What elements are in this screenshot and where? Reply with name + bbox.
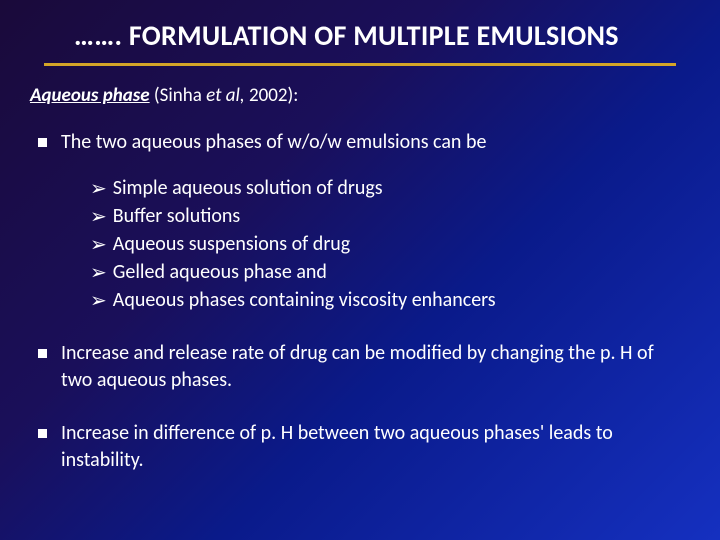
square-bullet-icon bbox=[38, 349, 47, 358]
sub-item: ➢ Simple aqueous solution of drugs bbox=[90, 174, 676, 202]
arrow-icon: ➢ bbox=[90, 287, 107, 315]
bullet-text: The two aqueous phases of w/o/w emulsion… bbox=[61, 129, 676, 156]
bullet-text: Increase in difference of p. H between t… bbox=[61, 420, 676, 474]
sub-text: Aqueous phases containing viscosity enha… bbox=[113, 286, 676, 314]
slide-title: ……. FORMULATION OF MULTIPLE EMULSIONS bbox=[44, 18, 676, 66]
arrow-icon: ➢ bbox=[90, 203, 107, 231]
subtitle-lead: Aqueous phase bbox=[30, 84, 150, 107]
square-bullet-icon bbox=[38, 138, 47, 147]
subtitle-cite-close: 2002): bbox=[245, 84, 299, 107]
bullet-block-0: The two aqueous phases of w/o/w emulsion… bbox=[44, 129, 676, 314]
sub-item: ➢ Gelled aqueous phase and bbox=[90, 258, 676, 286]
bullet-line: Increase and release rate of drug can be… bbox=[38, 340, 676, 394]
bullet-block-2: Increase in difference of p. H between t… bbox=[44, 420, 676, 474]
bullet-text: Increase and release rate of drug can be… bbox=[61, 340, 676, 394]
bullet-line: Increase in difference of p. H between t… bbox=[38, 420, 676, 474]
bullet-line: The two aqueous phases of w/o/w emulsion… bbox=[38, 129, 676, 156]
subtitle-cite-open: (Sinha bbox=[150, 84, 207, 107]
subtitle: Aqueous phase (Sinha et al, 2002): bbox=[30, 84, 676, 107]
sub-text: Buffer solutions bbox=[113, 202, 676, 230]
sub-text: Gelled aqueous phase and bbox=[113, 258, 676, 286]
sub-item: ➢ Buffer solutions bbox=[90, 202, 676, 230]
sub-text: Aqueous suspensions of drug bbox=[113, 230, 676, 258]
subtitle-cite-italic: et al, bbox=[206, 84, 245, 107]
arrow-icon: ➢ bbox=[90, 259, 107, 287]
arrow-icon: ➢ bbox=[90, 231, 107, 259]
sub-list: ➢ Simple aqueous solution of drugs ➢ Buf… bbox=[90, 174, 676, 314]
slide: ……. FORMULATION OF MULTIPLE EMULSIONS Aq… bbox=[0, 0, 720, 540]
sub-text: Simple aqueous solution of drugs bbox=[113, 174, 676, 202]
sub-item: ➢ Aqueous suspensions of drug bbox=[90, 230, 676, 258]
bullet-block-1: Increase and release rate of drug can be… bbox=[44, 340, 676, 394]
arrow-icon: ➢ bbox=[90, 175, 107, 203]
sub-item: ➢ Aqueous phases containing viscosity en… bbox=[90, 286, 676, 314]
square-bullet-icon bbox=[38, 429, 47, 438]
